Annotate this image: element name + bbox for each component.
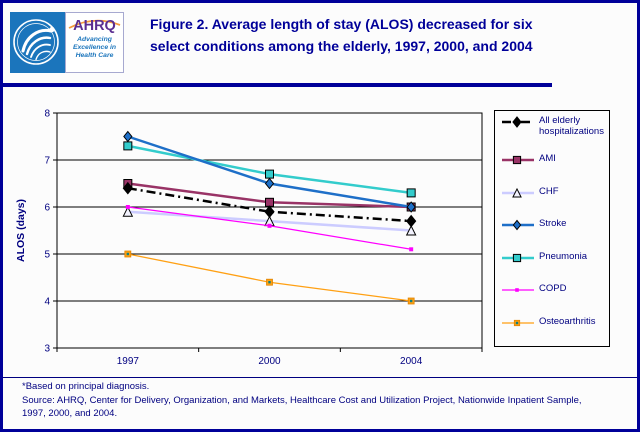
source-text: Source: AHRQ, Center for Delivery, Organ… bbox=[22, 394, 628, 420]
legend-item-chf: CHF bbox=[501, 186, 609, 219]
header-separator bbox=[3, 83, 552, 87]
alos-line-chart: 3 4 5 6 7 8 1997 2000 2004 ALOS (days) bbox=[15, 109, 483, 367]
chart-legend: All elderly hospitalizations AMI CHF Stroke… bbox=[494, 110, 610, 347]
x-tick-label: 1997 bbox=[117, 356, 140, 367]
data-point-copd bbox=[125, 205, 130, 209]
data-point-stroke bbox=[264, 177, 275, 190]
data-point-all-elderly-hospitalizations bbox=[122, 181, 133, 195]
data-point-all-elderly-hospitalizations bbox=[406, 214, 417, 228]
legend-swatch-ami bbox=[502, 155, 534, 165]
data-point-osteoarthritis bbox=[124, 250, 132, 258]
data-point-osteoarthritis bbox=[513, 319, 521, 326]
y-tick-label: 6 bbox=[44, 203, 50, 214]
data-point-copd bbox=[267, 223, 272, 228]
data-point-all-elderly-hospitalizations bbox=[512, 116, 522, 128]
data-point-osteoarthritis bbox=[266, 278, 273, 286]
source-text-line: Source: AHRQ, Center for Delivery, Organ… bbox=[22, 395, 582, 406]
data-point-pneumonia bbox=[265, 169, 274, 179]
data-point-osteoarthritis bbox=[407, 297, 415, 305]
legend-swatch-osteoarthritis bbox=[502, 319, 534, 326]
legend-item-copd: COPD bbox=[501, 283, 609, 316]
legend-item-stroke: Stroke bbox=[501, 218, 609, 251]
data-point-all-elderly-hospitalizations bbox=[264, 205, 275, 218]
header-logo: AHRQ Advancing Excellence in Health Care bbox=[10, 12, 124, 73]
figure-title-line: Figure 2. Average length of stay (ALOS) … bbox=[150, 16, 533, 32]
y-tick-label: 7 bbox=[44, 156, 50, 167]
legend-swatch-stroke bbox=[502, 219, 534, 231]
hhs-eagle-icon bbox=[10, 12, 65, 73]
x-tick-label: 2000 bbox=[258, 356, 281, 367]
ahrq-wordmark: AHRQ bbox=[73, 18, 116, 34]
data-point-stroke bbox=[512, 219, 522, 231]
legend-swatch-all-elderly-hospitalizations bbox=[502, 116, 534, 128]
data-point-ami bbox=[512, 155, 522, 165]
legend-item-pneumonia: Pneumonia bbox=[501, 251, 609, 284]
y-tick-label: 3 bbox=[44, 344, 50, 355]
plot-border bbox=[56, 112, 483, 349]
ahrq-tagline-line: Health Care bbox=[75, 52, 114, 59]
ahrq-tagline-line: Excellence in bbox=[72, 44, 117, 51]
footnote-divider bbox=[3, 377, 637, 378]
figure-title: Figure 2. Average length of stay (ALOS) … bbox=[150, 14, 636, 57]
x-tick-label: 2004 bbox=[400, 356, 423, 367]
legend-swatch-pneumonia bbox=[502, 253, 534, 262]
legend-label: COPD bbox=[539, 283, 567, 294]
source-text-line: 1997, 2000, and 2004. bbox=[22, 408, 118, 419]
hhs-logo bbox=[10, 12, 65, 73]
footnote-text: *Based on principal diagnosis. bbox=[22, 381, 150, 392]
legend-item-all-elderly-hospitalizations: All elderly hospitalizations bbox=[501, 115, 609, 153]
data-point-chf bbox=[122, 206, 134, 217]
legend-label: AMI bbox=[539, 153, 556, 164]
data-point-copd bbox=[409, 247, 414, 252]
legend-swatch-chf bbox=[502, 187, 534, 198]
legend-label: All elderly hospitalizations bbox=[539, 115, 604, 137]
legend-swatch-copd bbox=[502, 288, 534, 292]
data-point-stroke bbox=[406, 201, 416, 213]
y-tick-label: 8 bbox=[44, 109, 50, 120]
ahrq-logo: AHRQ Advancing Excellence in Health Care bbox=[65, 12, 124, 73]
data-point-chf bbox=[405, 224, 417, 236]
data-point-stroke bbox=[123, 130, 133, 143]
ahrq-arc-icon bbox=[68, 19, 121, 29]
data-point-pneumonia bbox=[123, 141, 133, 151]
y-tick-label: 5 bbox=[44, 250, 50, 261]
y-tick-label: 4 bbox=[44, 297, 50, 308]
ahrq-tagline-line: Advancing bbox=[77, 36, 112, 43]
data-point-pneumonia bbox=[406, 188, 416, 198]
data-point-pneumonia bbox=[512, 253, 522, 262]
legend-label: Stroke bbox=[539, 218, 567, 229]
legend-label: Osteoarthritis bbox=[539, 315, 596, 327]
data-point-ami bbox=[265, 197, 274, 207]
ahrq-tagline: Advancing Excellence in Health Care bbox=[66, 36, 123, 60]
data-point-copd bbox=[515, 288, 519, 292]
legend-item-ami: AMI bbox=[501, 153, 609, 186]
y-axis-title: ALOS (days) bbox=[15, 199, 27, 262]
figure-title-line: select conditions among the elderly, 199… bbox=[150, 37, 533, 54]
data-point-chf bbox=[512, 187, 522, 198]
legend-label: CHF bbox=[539, 185, 559, 197]
legend-item-osteoarthritis: Osteoarthritis bbox=[501, 316, 609, 349]
legend-label: Pneumonia bbox=[539, 250, 588, 262]
series-line-osteoarthritis bbox=[127, 253, 412, 302]
